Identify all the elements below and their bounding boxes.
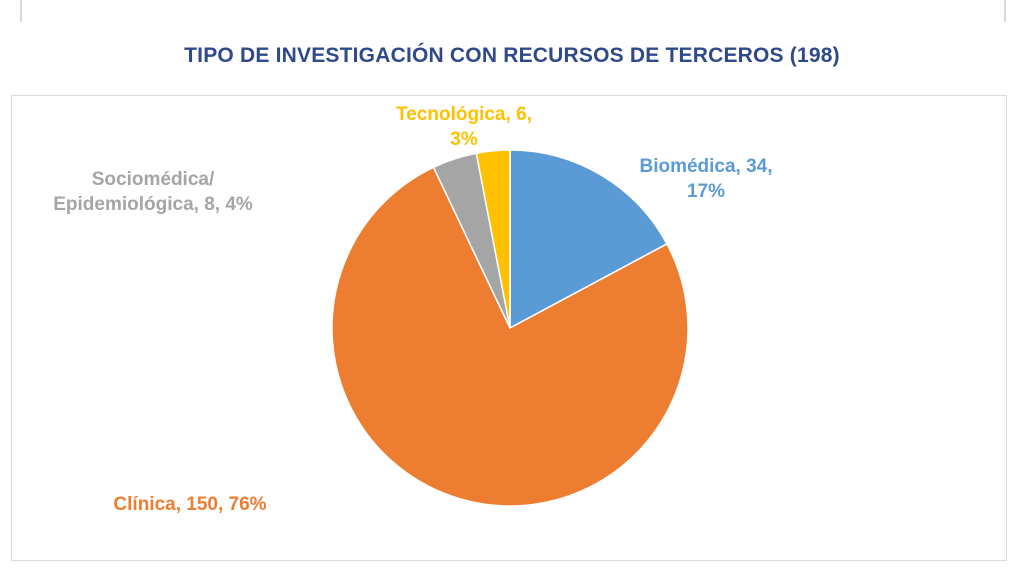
pie-slice-biomédica <box>509 149 668 330</box>
chart-title: TIPO DE INVESTIGACIÓN CON RECURSOS DE TE… <box>184 44 840 67</box>
pie-slice-tecnológica <box>475 149 511 329</box>
data-label-clínica: Clínica, 150, 76% <box>113 494 266 515</box>
pie-slice-clínica <box>331 166 689 507</box>
chart-area <box>11 95 1007 561</box>
data-label-tecnológica: Tecnológica, 6, 3% <box>396 104 532 150</box>
frame-edge-left <box>20 0 22 22</box>
data-label-biomédica: Biomédica, 34, 17% <box>639 156 772 202</box>
data-label-sociomédica-epidemiológica: Sociomédica/Epidemiológica, 8, 4% <box>53 169 253 215</box>
frame-edge-right <box>1004 0 1006 22</box>
